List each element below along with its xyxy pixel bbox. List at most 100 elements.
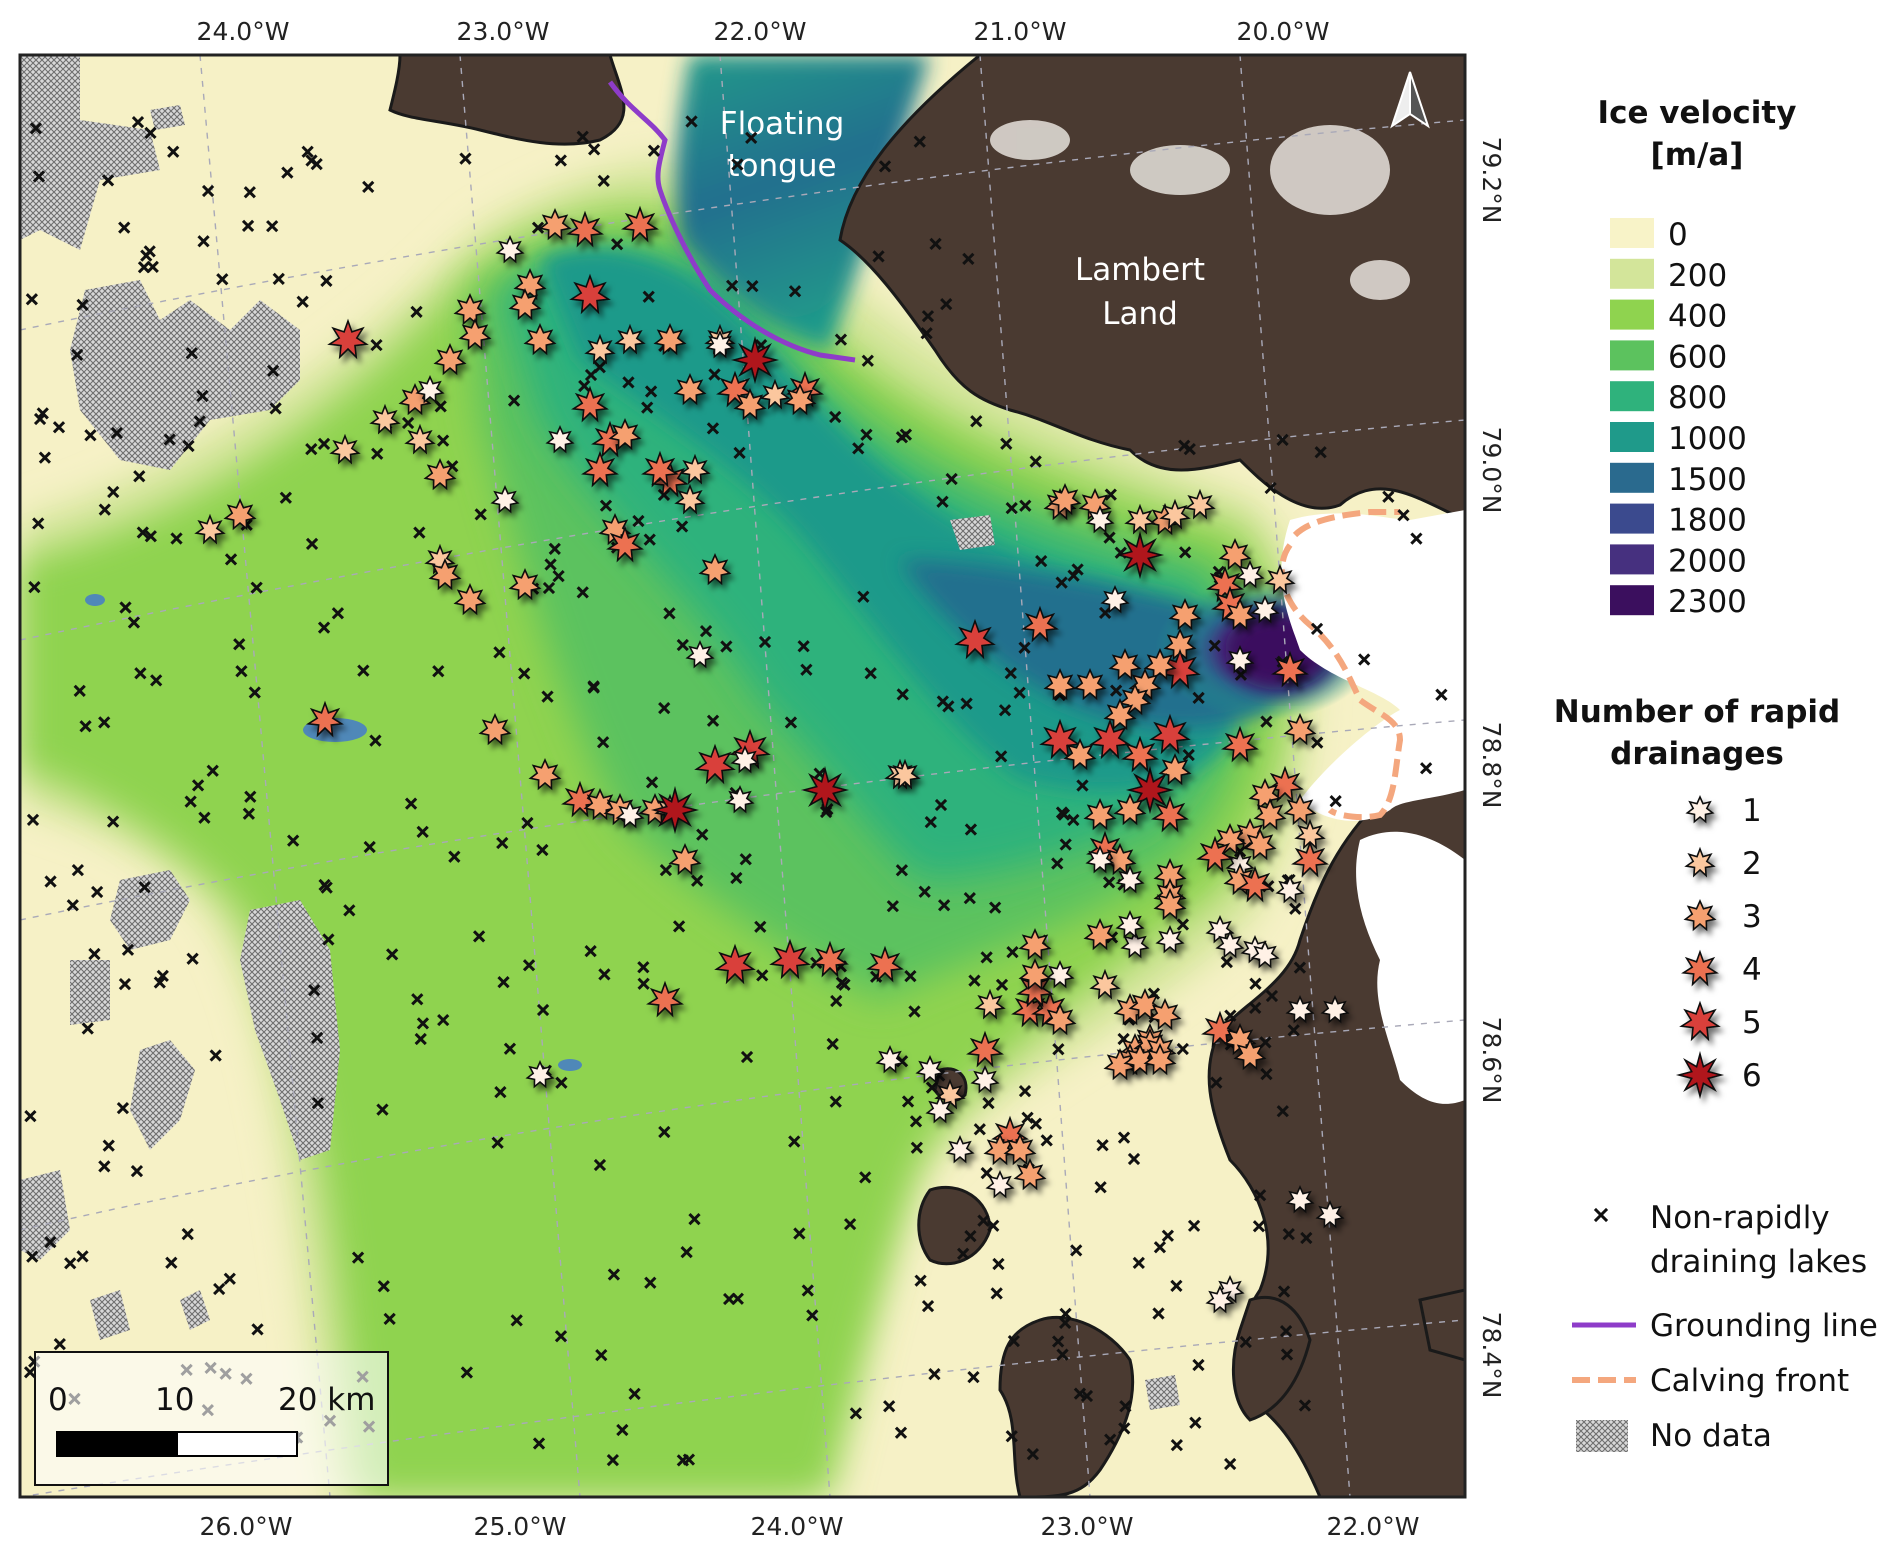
non-rapid-lake-marker <box>1289 902 1302 915</box>
non-rapid-lake-marker <box>491 1136 504 1149</box>
rapid-drainage-marker <box>730 335 780 385</box>
non-rapid-lake-marker <box>1059 838 1072 851</box>
drainage-label: 3 <box>1742 899 1762 935</box>
rapid-drainage-marker <box>1315 1200 1345 1229</box>
non-rapid-lake-marker <box>144 126 157 140</box>
rapid-drainage-marker <box>714 943 756 985</box>
rapid-drainage-marker <box>1089 968 1121 1000</box>
velocity-swatch <box>1610 299 1654 330</box>
non-rapid-lake-marker <box>1329 795 1342 808</box>
non-rapid-lake-marker <box>91 885 104 899</box>
non-rapid-lake-marker <box>925 1081 939 1094</box>
non-rapid-lake-marker <box>588 143 601 156</box>
non-rapid-lake-marker <box>308 984 321 997</box>
rapid-drainage-marker <box>495 235 525 264</box>
rapid-drainage-marker <box>1168 598 1202 631</box>
non-rapid-lake-marker <box>587 681 600 694</box>
non-rapid-lake-marker <box>1210 1076 1223 1089</box>
velocity-label: 600 <box>1668 339 1727 375</box>
non-rapid-lake-marker <box>593 361 606 374</box>
rapid-drainage-marker <box>716 370 754 408</box>
non-rapid-lake-marker <box>494 1086 507 1099</box>
non-rapid-lake-marker <box>894 1426 908 1439</box>
svg-text:20.0°W: 20.0°W <box>1237 17 1330 46</box>
rapid-drainage-marker <box>453 293 487 326</box>
rapid-drainage-marker <box>508 568 542 601</box>
non-rapid-lake-marker <box>404 797 418 810</box>
non-rapid-lake-marker <box>970 415 983 428</box>
non-rapid-lake-marker <box>1007 1334 1020 1348</box>
non-rapid-lake-marker <box>206 764 219 777</box>
non-rapid-lake-marker <box>637 961 650 974</box>
non-rapid-lake-marker <box>921 310 935 323</box>
rapid-drainage-marker <box>194 513 226 545</box>
rapid-drainage-marker <box>523 323 557 356</box>
non-rapid-lake-marker <box>44 875 57 888</box>
rapid-drainage-marker <box>1043 668 1077 701</box>
non-rapid-lake-marker <box>929 237 942 251</box>
non-rapid-lake-marker <box>964 823 978 836</box>
south-island-5 <box>1418 1288 1465 1362</box>
non-rapid-lake-marker <box>980 1166 993 1180</box>
non-rapid-lake-marker <box>1182 748 1195 762</box>
velocity-swatch <box>1610 340 1654 371</box>
rapid-drainage-marker <box>621 205 659 243</box>
non-rapid-lake-marker <box>266 364 280 377</box>
non-rapid-lake-marker <box>185 347 198 360</box>
non-rapid-lake-marker <box>675 520 689 533</box>
non-rapid-lake-marker <box>642 290 655 303</box>
non-rapid-lake-marker <box>597 174 610 187</box>
non-rapid-lake-marker <box>383 1312 396 1326</box>
rapid-drainage-marker <box>569 273 611 315</box>
rapid-drainage-marker <box>725 785 755 814</box>
open-water <box>1281 510 1465 821</box>
non-rapid-lake-marker <box>1117 1131 1131 1144</box>
non-rapid-lake-marker <box>998 704 1012 717</box>
non-rapid-lake-marker <box>1071 563 1084 576</box>
drainage-legend-items: 1 2 3 4 5 6 <box>1675 793 1762 1100</box>
non-rapid-lake-marker <box>98 503 111 516</box>
rapid-drainage-marker <box>1018 928 1052 961</box>
rapid-drainage-marker <box>1264 563 1296 595</box>
rapid-drainage-marker <box>925 1095 955 1124</box>
non-rapid-lake-marker <box>266 220 279 233</box>
non-rapid-lake-marker <box>1280 1348 1294 1361</box>
non-rapid-lake-marker <box>758 635 772 649</box>
rapid-drainage-marker <box>1235 560 1265 589</box>
rapid-drainage-marker <box>674 483 706 515</box>
svg-text:79.0°N: 79.0°N <box>1477 427 1506 514</box>
rapid-drainage-marker <box>673 373 707 406</box>
non-rapid-lake-marker <box>1410 532 1423 545</box>
rapid-drainage-marker <box>698 553 732 586</box>
floating-tongue-label-2: tongue <box>727 148 836 184</box>
top-longitude-labels: 24.0°W 23.0°W 22.0°W 21.0°W 20.0°W <box>197 17 1330 46</box>
lambert-land-label: Lambert <box>1075 252 1205 288</box>
non-rapid-lake-marker <box>696 828 709 841</box>
rapid-drainage-marker <box>490 485 520 514</box>
non-rapid-lake-marker <box>987 1219 1000 1232</box>
non-rapid-lake-marker <box>830 994 843 1008</box>
velocity-legend-title-2: [m/a] <box>1651 137 1744 173</box>
rapid-drainage-marker <box>641 450 679 488</box>
non-rapid-lake-marker <box>1013 686 1026 699</box>
non-rapid-lake-marker <box>1103 531 1116 544</box>
non-rapid-lake-marker <box>746 280 759 293</box>
rapid-drainage-markers <box>194 205 1350 1314</box>
rapid-drainage-marker <box>561 780 599 818</box>
non-rapid-lake-marker <box>1314 446 1327 459</box>
rapid-drainage-marker <box>966 1030 1004 1068</box>
svg-text:23.0°W: 23.0°W <box>1041 1512 1134 1541</box>
non-rapid-lake-marker <box>432 665 445 678</box>
non-rapid-lake-marker <box>26 813 40 826</box>
non-rapid-lake-marker <box>688 1212 701 1226</box>
scale-label-0: 0 <box>48 1382 68 1418</box>
non-rapid-lake-marker <box>1018 641 1031 654</box>
rapid-drainage-marker <box>1113 793 1147 826</box>
non-rapid-lake-marker <box>322 933 335 946</box>
non-rapid-lake-marker <box>118 221 131 234</box>
non-rapid-lake-marker <box>610 238 624 251</box>
non-rapid-lake-marker <box>964 1229 977 1243</box>
non-rapid-lake-marker <box>658 701 671 715</box>
non-rapid-lake-marker <box>343 904 356 917</box>
velocity-label: 1000 <box>1668 421 1747 457</box>
